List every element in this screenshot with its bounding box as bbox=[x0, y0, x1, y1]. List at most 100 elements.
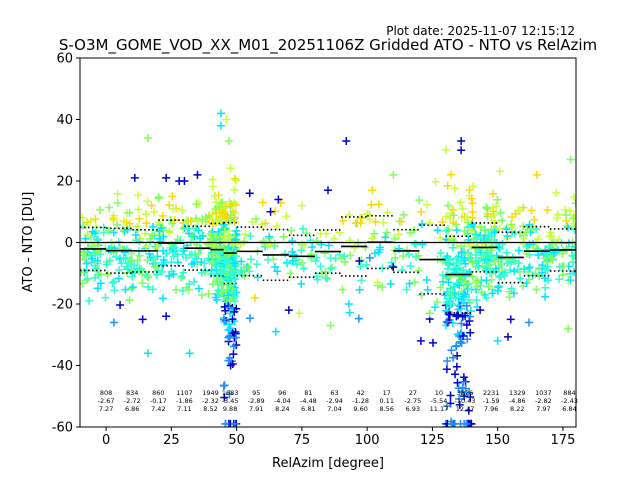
bin-label: -2.89 bbox=[248, 397, 265, 405]
outlier-point bbox=[143, 133, 152, 142]
scatter-point bbox=[447, 346, 456, 355]
scatter-point bbox=[460, 227, 469, 236]
scatter-point bbox=[368, 234, 377, 243]
scatter-point bbox=[417, 207, 426, 216]
scatter-point bbox=[187, 250, 196, 259]
outlier-point bbox=[425, 309, 434, 318]
scatter-point bbox=[489, 207, 498, 216]
bin-label: 81 bbox=[304, 389, 312, 397]
scatter-point bbox=[474, 256, 483, 265]
bin-label: 8.56 bbox=[379, 405, 393, 413]
scatter-point bbox=[105, 203, 114, 212]
scatter-point bbox=[461, 249, 470, 258]
scatter-point bbox=[123, 225, 132, 234]
outlier-point bbox=[222, 115, 231, 124]
outlier-point bbox=[180, 177, 189, 185]
scatter-point bbox=[397, 217, 406, 226]
scatter-point bbox=[476, 306, 485, 315]
scatter-point bbox=[444, 278, 453, 287]
scatter-point bbox=[410, 278, 419, 287]
scatter-point bbox=[224, 301, 233, 310]
scatter-point bbox=[493, 195, 502, 204]
scatter-point bbox=[471, 250, 480, 259]
scatter-point bbox=[351, 219, 360, 228]
outlier-point bbox=[162, 173, 171, 182]
scatter-point bbox=[241, 230, 250, 239]
bin-label: -2.32 bbox=[202, 397, 219, 405]
scatter-point bbox=[212, 295, 221, 304]
y-axis-ticks: -60 -40 -20 0 20 40 60 bbox=[52, 52, 80, 436]
scatter-point bbox=[270, 239, 279, 248]
scatter-point bbox=[356, 262, 365, 271]
scatter-point bbox=[442, 365, 451, 374]
scatter-point bbox=[109, 277, 118, 286]
scatter-point bbox=[148, 230, 157, 239]
scatter-point bbox=[453, 351, 462, 360]
bin-label: 1037 bbox=[535, 389, 552, 397]
scatter-point bbox=[558, 270, 567, 279]
scatter-point bbox=[442, 317, 451, 326]
scatter-point bbox=[143, 197, 152, 206]
scatter-point bbox=[109, 214, 118, 223]
scatter-point bbox=[142, 271, 151, 280]
scatter-point bbox=[442, 212, 451, 221]
scatter-point bbox=[362, 260, 371, 269]
scatter-point bbox=[431, 177, 440, 186]
x-axis-label: RelAzim [degree] bbox=[272, 456, 384, 471]
y-tick-label: 60 bbox=[56, 52, 73, 67]
scatter-point bbox=[194, 198, 203, 207]
scatter-point bbox=[229, 350, 238, 359]
scatter-point bbox=[208, 280, 217, 289]
scatter-point bbox=[312, 236, 321, 245]
scatter-point bbox=[81, 234, 90, 243]
scatter-point bbox=[455, 281, 464, 290]
scatter-point bbox=[142, 242, 151, 251]
scatter-point bbox=[273, 267, 282, 276]
scatter-point bbox=[428, 338, 437, 347]
scatter-point bbox=[225, 320, 234, 329]
scatter-point bbox=[414, 251, 423, 260]
scatter-point bbox=[224, 250, 233, 259]
scatter-point bbox=[198, 215, 207, 224]
bin-label: 8.24 bbox=[275, 405, 289, 413]
scatter-point bbox=[215, 277, 224, 286]
bin-label: 8.52 bbox=[203, 405, 217, 413]
scatter-point bbox=[472, 233, 481, 242]
outlier-point bbox=[368, 186, 377, 195]
scatter-point bbox=[208, 237, 217, 246]
scatter-point bbox=[328, 263, 337, 272]
scatter-point bbox=[93, 248, 102, 257]
scatter-point bbox=[83, 274, 92, 283]
scatter-point bbox=[534, 251, 543, 260]
scatter-point bbox=[495, 244, 504, 253]
scatter-point bbox=[321, 229, 330, 238]
scatter-point bbox=[524, 267, 533, 276]
scatter-point bbox=[184, 229, 193, 238]
scatter-point bbox=[237, 257, 246, 266]
scatter-point bbox=[361, 243, 370, 252]
y-tick-label: -20 bbox=[52, 298, 73, 313]
scatter-point bbox=[194, 284, 203, 293]
bin-label: 834 bbox=[126, 389, 138, 397]
scatter-point bbox=[298, 258, 307, 267]
scatter-point bbox=[208, 182, 217, 191]
scatter-point bbox=[190, 277, 199, 286]
x-tick-label: 25 bbox=[163, 433, 180, 448]
scatter-point bbox=[225, 233, 234, 242]
scatter-point bbox=[482, 203, 491, 212]
bin-label: -1.59 bbox=[483, 397, 500, 405]
scatter-point bbox=[452, 239, 461, 248]
scatter-point bbox=[399, 251, 408, 260]
scatter-point bbox=[341, 257, 350, 266]
y-axis-label: ATO - NTO [DU] bbox=[21, 192, 36, 293]
outlier-point bbox=[433, 226, 442, 235]
scatter-point bbox=[370, 229, 379, 238]
scatter-point bbox=[169, 204, 178, 213]
scatter-point bbox=[316, 262, 325, 271]
scatter-point bbox=[192, 200, 201, 209]
outlier-point bbox=[399, 210, 408, 219]
bin-label: 17 bbox=[383, 389, 391, 397]
scatter-point bbox=[530, 215, 539, 224]
scatter-point bbox=[224, 333, 233, 342]
scatter-point bbox=[443, 401, 452, 410]
